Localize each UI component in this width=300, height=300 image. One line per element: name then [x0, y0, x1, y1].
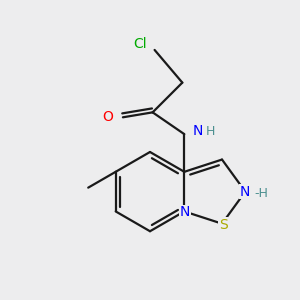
Text: O: O: [102, 110, 113, 124]
Text: N: N: [192, 124, 203, 138]
Text: H: H: [206, 125, 215, 138]
Text: S: S: [219, 218, 227, 232]
Text: N: N: [240, 184, 250, 199]
Text: N: N: [180, 206, 190, 219]
Text: Cl: Cl: [133, 37, 147, 51]
Text: -H: -H: [254, 187, 268, 200]
